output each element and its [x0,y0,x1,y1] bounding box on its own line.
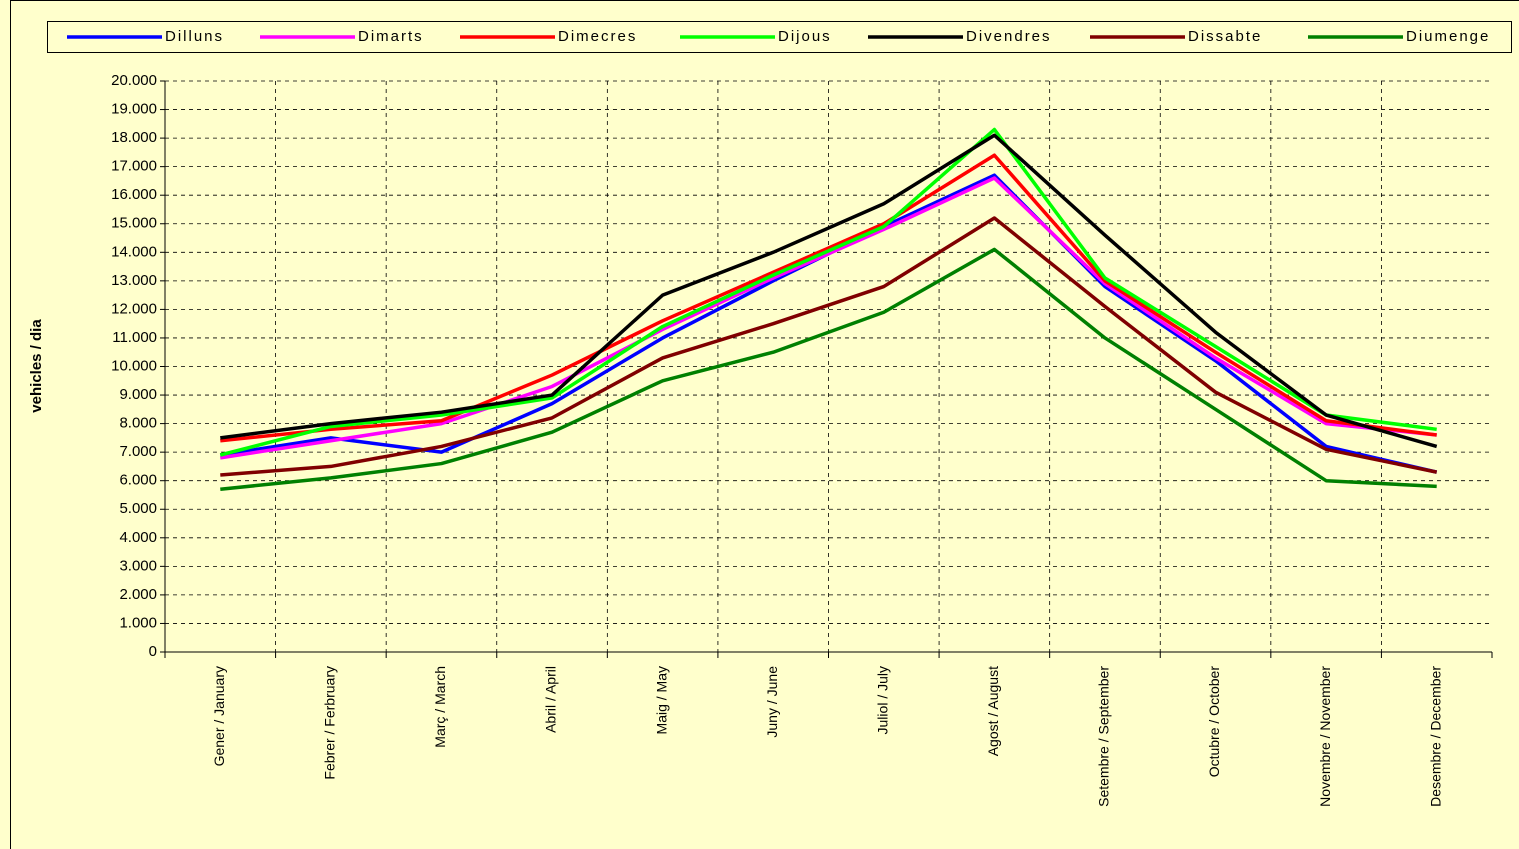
x-tick-label: Abril / April [543,666,559,733]
x-tick-label: Març / March [432,666,448,748]
y-tick-label: 7.000 [119,443,157,460]
series-line [219,127,1437,457]
y-tick-label: 3.000 [119,557,157,574]
chart-border [10,0,1519,849]
legend-label: Dimecres [558,28,637,45]
legend-label: Diumenge [1406,28,1490,45]
x-tick-label: Juliol / July [874,666,890,734]
legend-label: Dijous [778,28,832,45]
y-tick-label: 4.000 [119,529,157,546]
series-line [220,153,1437,443]
y-tick-label: 18.000 [111,129,157,146]
y-tick-label: 9.000 [119,386,157,403]
y-tick-label: 5.000 [119,500,157,517]
y-tick-label: 8.000 [119,415,157,432]
y-tick-label: 1.000 [119,614,157,631]
series-line [220,247,1437,492]
y-tick-label: 15.000 [111,215,157,232]
x-tick-label: Juny / June [764,666,780,738]
legend-label: Divendres [966,28,1052,45]
y-tick-label: 13.000 [111,272,157,289]
y-tick-label: 20.000 [111,72,157,89]
series-line [220,216,1438,477]
x-tick-label: Octubre / October [1206,666,1222,778]
y-tick-label: 11.000 [112,329,157,346]
y-tick-label: 12.000 [111,300,157,317]
x-tick-label: Gener / January [211,666,227,766]
y-tick-label: 19.000 [111,101,157,118]
x-tick-label: Febrer / Ferbruary [322,666,338,780]
x-tick-label: Desembre / December [1427,666,1443,807]
x-tick-label: Agost / August [985,666,1001,756]
legend-label: Dissabte [1188,28,1262,45]
y-tick-label: 2.000 [119,586,157,603]
y-tick-label: 6.000 [119,472,157,489]
y-tick-label: 10.000 [111,357,157,374]
y-axis-title: vehicles / dia [28,319,45,413]
x-tick-label: Novembre / November [1317,666,1333,807]
y-tick-label: 0 [149,643,157,660]
series-line [220,176,1437,460]
legend-label: Dimarts [358,28,424,45]
y-tick-label: 17.000 [111,158,157,175]
x-tick-label: Maig / May [653,666,669,734]
legend-label: Dilluns [165,28,224,45]
y-tick-label: 14.000 [111,243,157,260]
series-line [220,133,1438,449]
y-tick-label: 16.000 [111,186,157,203]
x-tick-label: Setembre / September [1096,666,1112,807]
